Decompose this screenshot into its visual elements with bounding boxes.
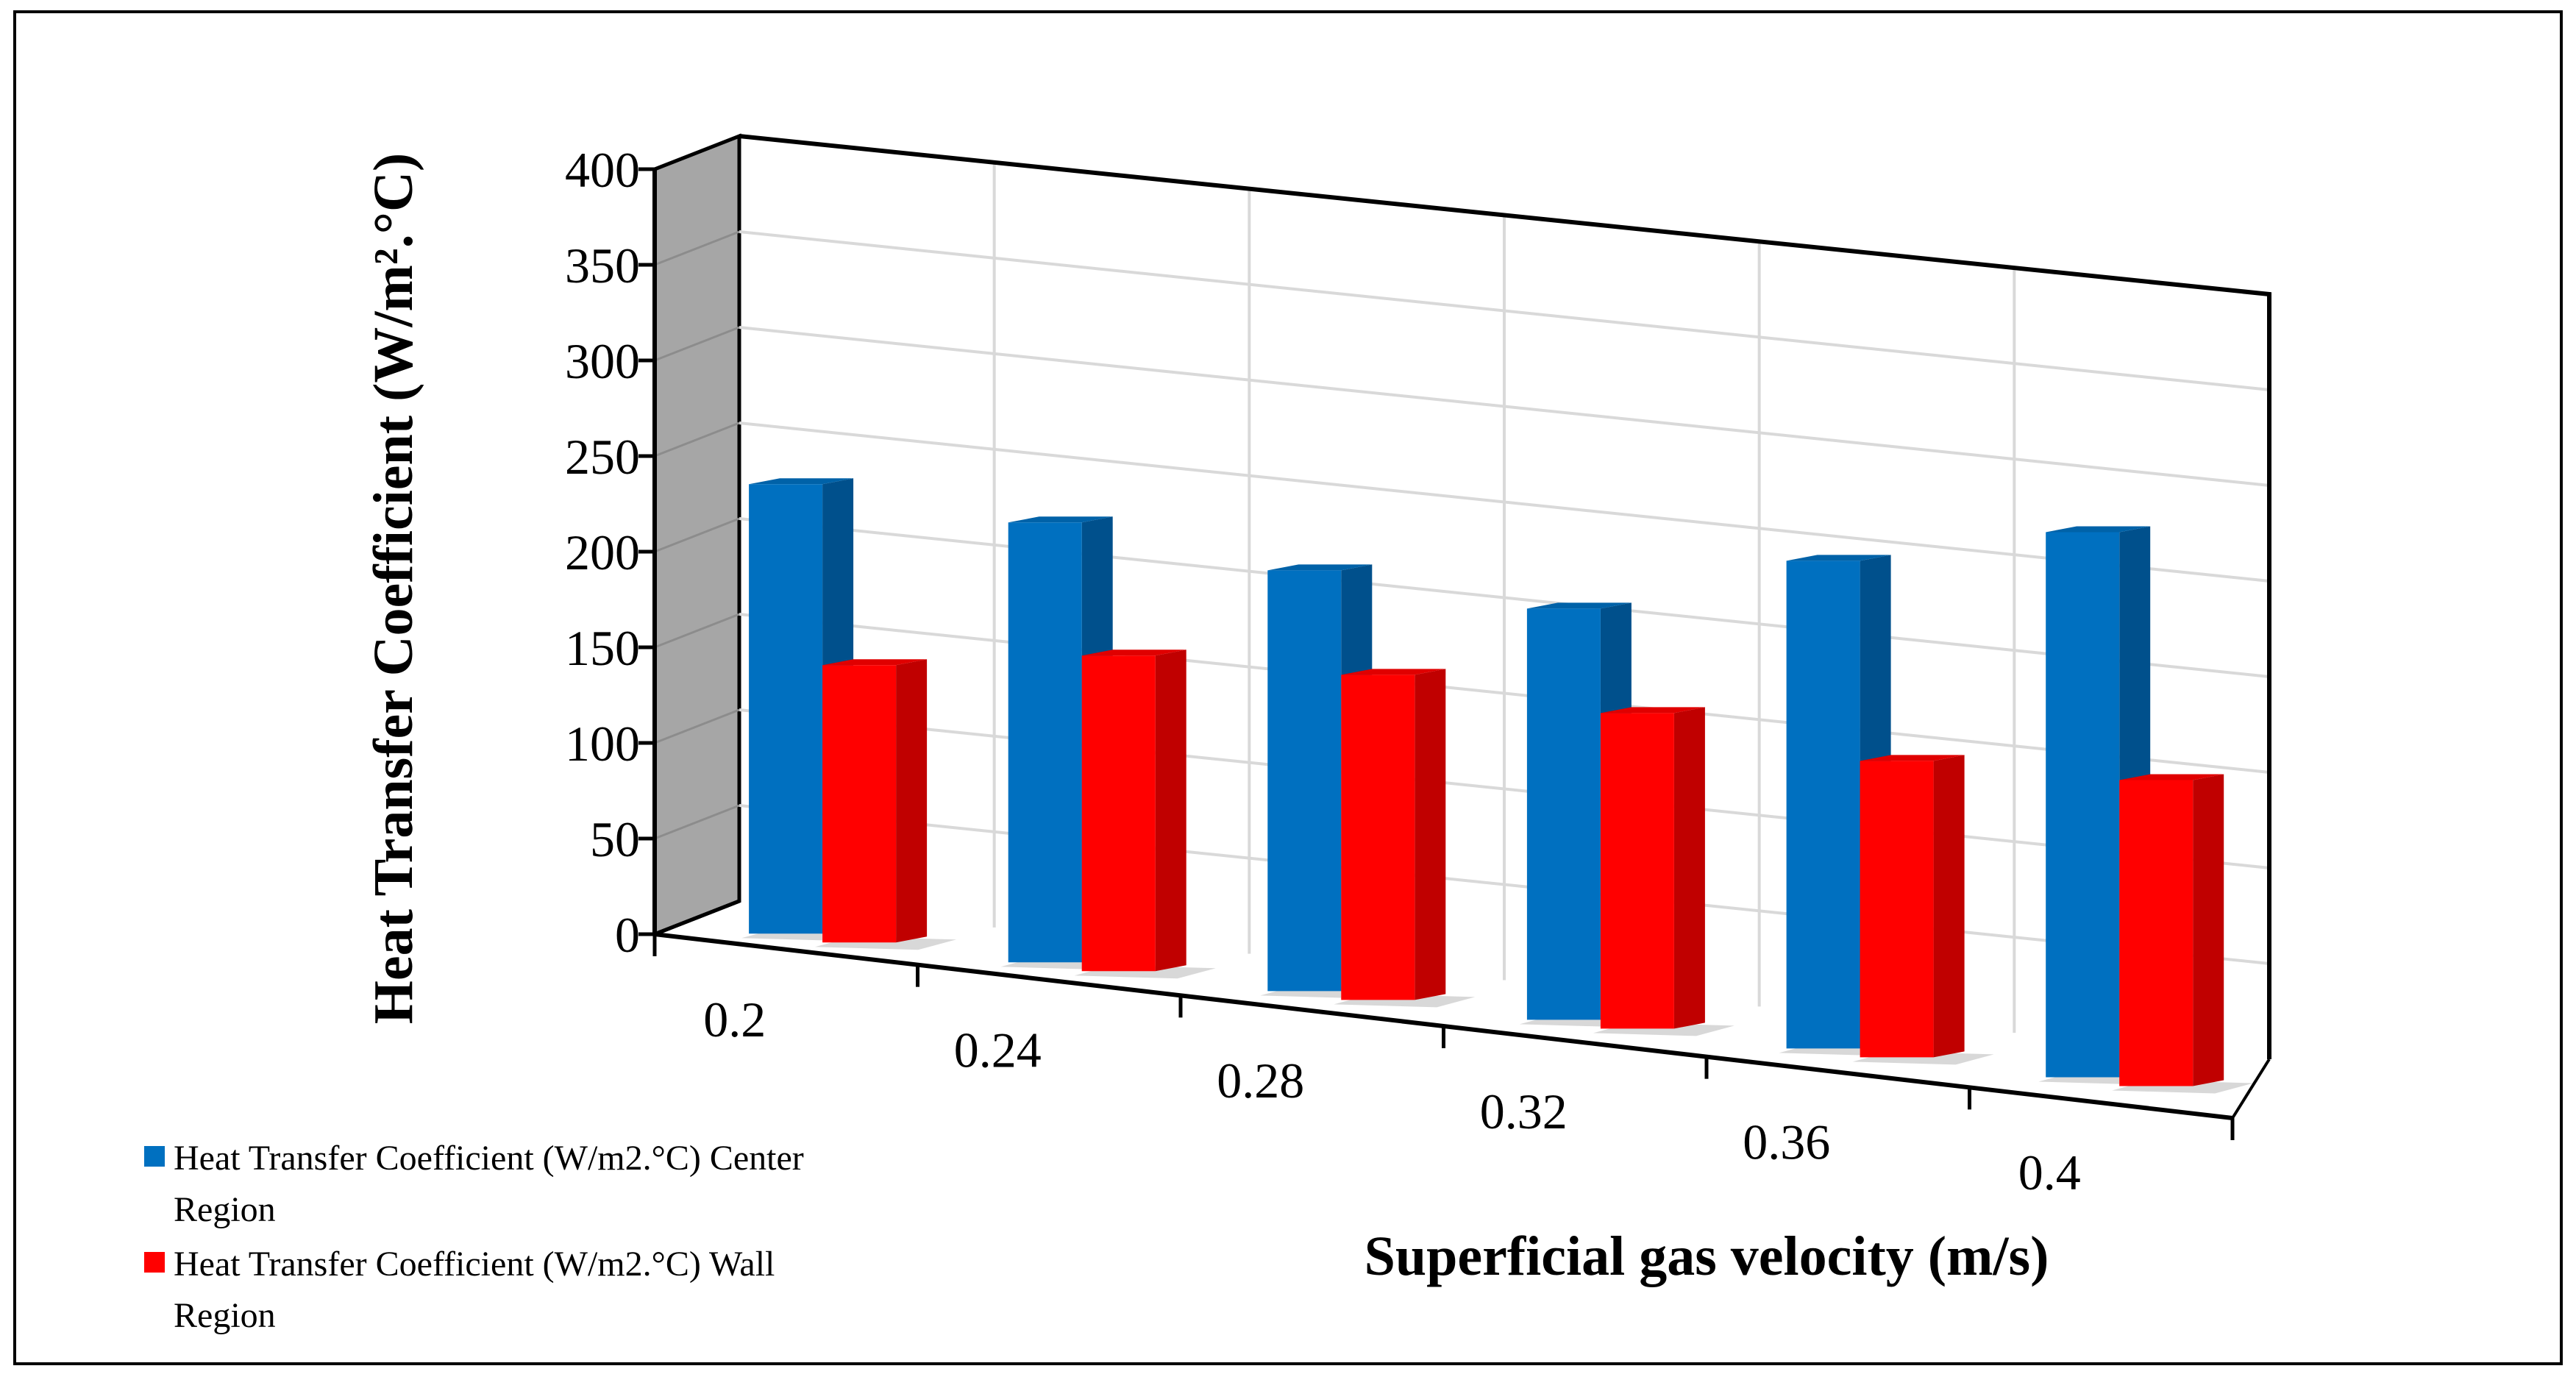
bar-wall-0.24: [1081, 650, 1186, 972]
legend-swatch-center: [144, 1146, 165, 1167]
bar-top: [1081, 650, 1186, 656]
y-tick-label: 400: [565, 142, 640, 198]
bar-top: [749, 478, 854, 485]
x-tick-label: 0.32: [1480, 1084, 1568, 1139]
y-tick-label: 0: [615, 907, 640, 963]
bar-top: [1600, 707, 1705, 714]
bar-top: [1786, 555, 1891, 561]
bar-front: [1081, 655, 1156, 972]
bar-top: [1267, 564, 1373, 571]
legend-label-wall-line1: Heat Transfer Coefficient (W/m2.°C) Wall: [174, 1245, 775, 1284]
bar-top: [2046, 526, 2151, 533]
bar-top: [1860, 755, 1965, 761]
bar-front: [2119, 780, 2193, 1086]
y-tick-label: 100: [565, 716, 640, 772]
side-gridline: [654, 804, 740, 840]
y-tick-label: 350: [565, 238, 640, 293]
x-tick-label: 0.24: [954, 1022, 1042, 1078]
legend-label-center-line2: Region: [174, 1190, 276, 1229]
back-wall-outline: [739, 134, 2271, 1059]
legend-label-wall-line2: Region: [174, 1296, 276, 1335]
y-tick-label: 50: [590, 811, 640, 867]
bar-top: [2119, 774, 2224, 780]
bar-wall-0.32: [1600, 707, 1705, 1029]
bar-wall-0.2: [822, 659, 928, 943]
bar-front: [1786, 561, 1860, 1049]
bar-wall-0.36: [1860, 755, 1965, 1058]
bar-front: [1600, 713, 1674, 1029]
bar-wall-0.4: [2119, 774, 2224, 1086]
bar-front: [1008, 522, 1082, 963]
bar-front: [1341, 675, 1415, 1000]
x-tick-label: 0.2: [703, 992, 766, 1047]
side-gridline: [654, 613, 740, 649]
bar-front: [1860, 761, 1934, 1058]
x-tick-label: 0.36: [1743, 1114, 1830, 1170]
legend-item-wall: Heat Transfer Coefficient (W/m2.°C) Wall…: [144, 1245, 775, 1335]
y-tick-label: 300: [565, 333, 640, 389]
bar-side: [1933, 755, 1965, 1058]
side-gridline: [654, 230, 740, 266]
bar-side: [1673, 707, 1705, 1029]
y-axis-title: Heat Transfer Coefficient (W/m².°C): [363, 153, 424, 1024]
bar-wall-0.28: [1341, 669, 1446, 1000]
y-tick-label: 150: [565, 620, 640, 676]
bar-top: [1526, 602, 1632, 609]
bar-side: [2193, 774, 2224, 1086]
back-layer: [652, 133, 2271, 1059]
x-tick-label: 0.28: [1217, 1053, 1304, 1109]
side-gridline: [654, 517, 740, 553]
bar-side: [1415, 669, 1446, 1000]
x-tick-label: 0.4: [2018, 1145, 2081, 1200]
bars-layer: [741, 478, 2254, 1094]
bar-front: [2046, 532, 2120, 1078]
legend-label-center-line1: Heat Transfer Coefficient (W/m2.°C) Cent…: [174, 1139, 804, 1178]
bar-front: [1267, 570, 1342, 992]
front-layer: 0 50 100 150 200 250 300 350 400 0.2 0.24 0.28 0.32 0…: [565, 142, 2271, 1200]
y-tick-label: 200: [565, 524, 640, 580]
side-gridline: [654, 421, 740, 458]
legend: Heat Transfer Coefficient (W/m2.°C) Cent…: [144, 1139, 804, 1335]
floor-left-edge: [654, 899, 740, 936]
side-gridline: [654, 326, 740, 362]
y-tick-label: 250: [565, 429, 640, 485]
bar-front: [749, 484, 823, 934]
bar-side: [1155, 650, 1186, 972]
x-axis-title: Superficial gas velocity (m/s): [1365, 1225, 2049, 1287]
legend-item-center: Heat Transfer Coefficient (W/m2.°C) Cent…: [144, 1139, 804, 1229]
bar-top: [822, 659, 928, 666]
floor-right-edge: [2231, 1058, 2271, 1120]
bar-front: [822, 665, 897, 943]
legend-swatch-wall: [144, 1252, 165, 1273]
bar-side: [896, 659, 928, 943]
bar-top: [1341, 669, 1446, 675]
bar-top: [1008, 516, 1113, 523]
bar-front: [1526, 608, 1601, 1020]
side-gridline: [654, 708, 740, 744]
